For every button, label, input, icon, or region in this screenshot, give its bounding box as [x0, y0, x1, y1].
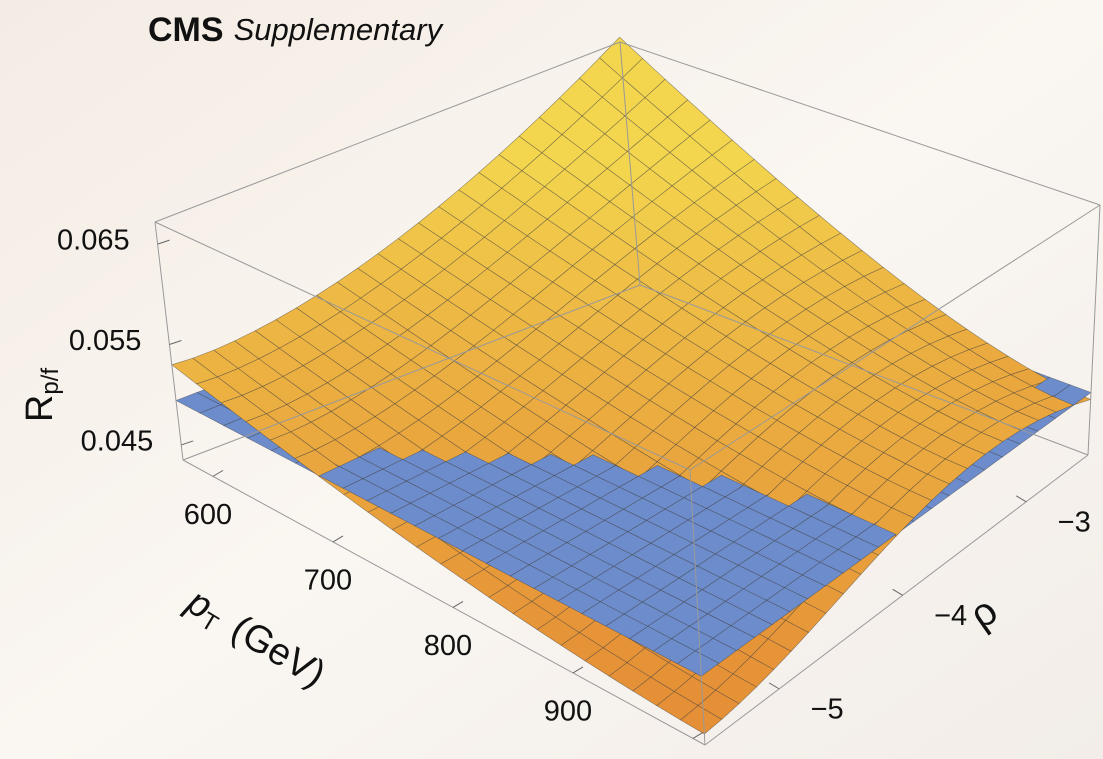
surface-patch: [680, 705, 723, 735]
x-tick: [212, 469, 224, 477]
x-tick: [572, 666, 584, 674]
z-tick-label: 0.045: [81, 426, 154, 458]
title-sub: Supplementary: [234, 12, 445, 47]
x-tick-label: 900: [544, 696, 592, 728]
z-tick: [157, 239, 170, 245]
box-edge: [689, 204, 1101, 471]
z-tick-label: 0.055: [69, 325, 142, 357]
box-edge: [154, 41, 621, 223]
y-tick: [892, 588, 903, 596]
x-tick: [452, 600, 464, 608]
x-tick-label: 600: [184, 499, 232, 531]
y-tick-label: −4: [934, 600, 967, 632]
box-edge: [689, 469, 706, 746]
z-tick-label: 0.065: [57, 225, 130, 257]
box-edge: [639, 284, 1089, 456]
title-main: CMS: [148, 11, 224, 49]
box-edge: [619, 41, 641, 286]
box-edge: [182, 284, 641, 461]
surface-group: [171, 36, 1092, 735]
y-tick: [768, 682, 780, 690]
x-tick: [332, 535, 344, 543]
box-edge: [154, 221, 184, 461]
x-tick: [692, 732, 704, 739]
y-tick-label: −5: [811, 694, 844, 726]
box-edge: [1087, 204, 1101, 456]
z-tick: [181, 440, 194, 446]
box-edge: [154, 221, 691, 471]
y-tick-label: −3: [1058, 506, 1091, 538]
z-axis-label: Rp/f: [19, 368, 64, 422]
z-tick: [169, 340, 182, 345]
box-edge: [182, 459, 706, 746]
z-label-main: R: [19, 395, 61, 422]
x-tick-label: 700: [304, 565, 352, 597]
plane-patch: [676, 650, 720, 677]
box-edge: [704, 454, 1089, 746]
chart-title: CMS Supplementary: [148, 11, 445, 49]
z-label-sub: p/f: [37, 368, 64, 395]
box-edge: [619, 41, 1101, 206]
y-tick: [1015, 495, 1027, 503]
x-tick-label: 800: [424, 630, 472, 662]
